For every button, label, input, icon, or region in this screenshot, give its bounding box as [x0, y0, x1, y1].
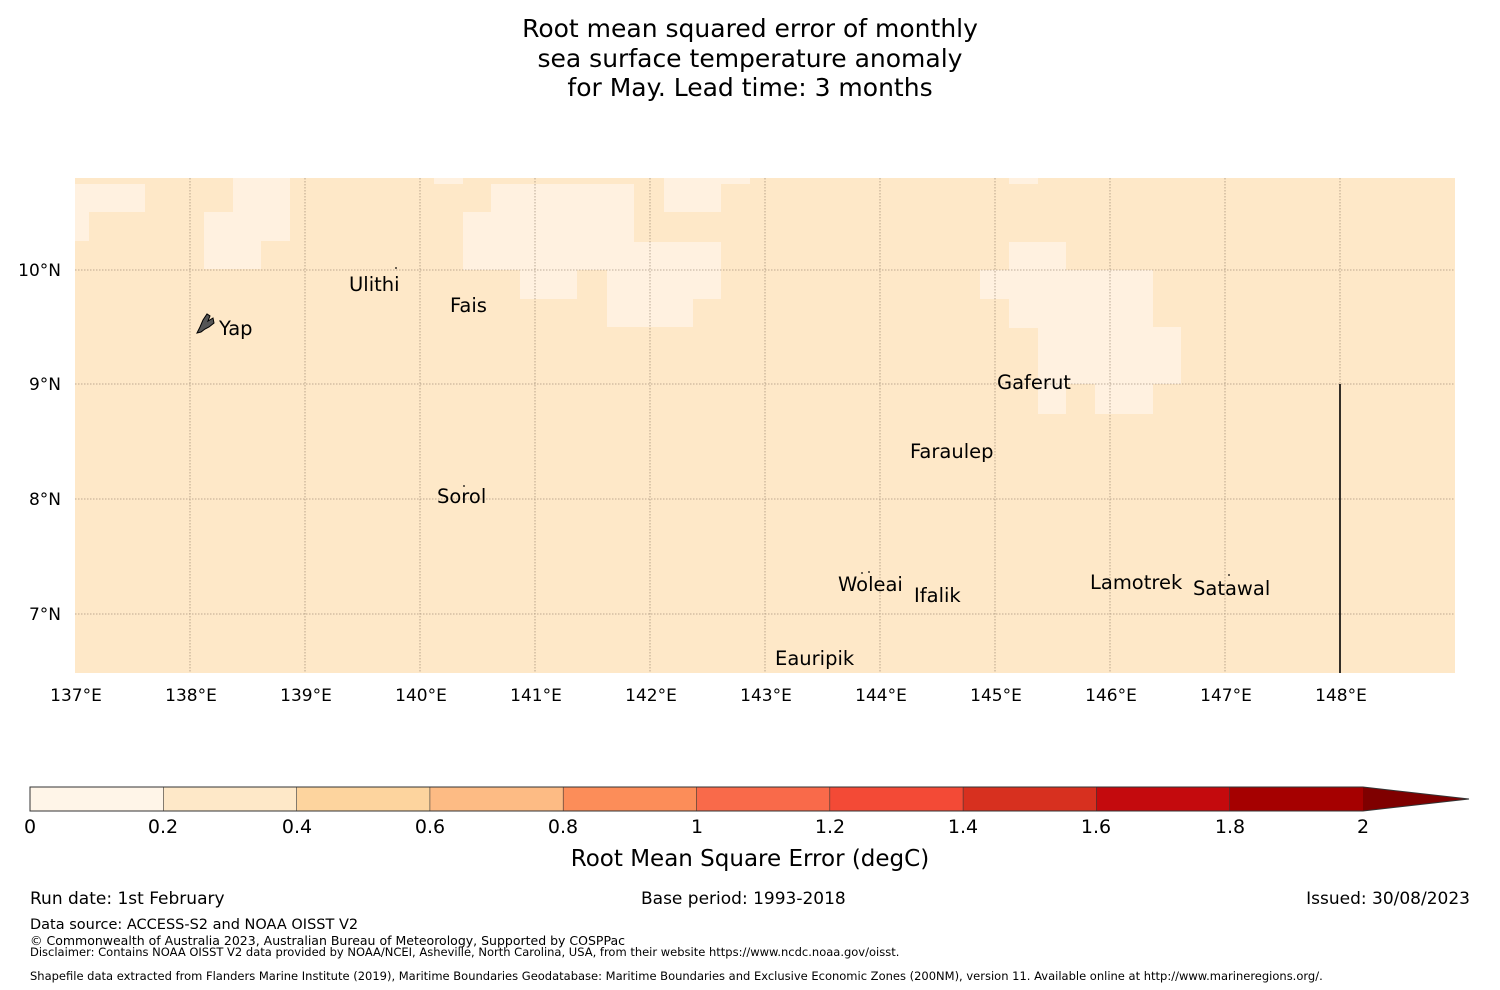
colorbar-dividers	[163, 787, 1230, 811]
low-error-cell	[75, 212, 89, 241]
lat-tick-labels: 10°N 9°N 8°N 7°N	[18, 261, 61, 625]
colorbar-tick-label: 1.8	[1214, 816, 1246, 838]
lon-tick-label: 145°E	[970, 686, 1022, 706]
colorbar-tick-label: 0.4	[281, 816, 313, 838]
colorbar-title: Root Mean Square Error (degC)	[570, 846, 930, 872]
low-error-cell	[434, 178, 463, 184]
low-error-cells	[75, 178, 1181, 414]
lon-tick-label: 143°E	[740, 686, 792, 706]
place-label: Ifalik	[914, 584, 961, 607]
colorbar-swatch	[296, 787, 430, 811]
place-label: Lamotrek	[1090, 571, 1183, 594]
lon-tick-labels: 137°E 138°E 139°E 140°E 141°E 142°E 143°…	[50, 686, 1367, 706]
colorbar-tick-label: 0	[23, 816, 37, 838]
colorbar-outline	[29, 786, 1470, 812]
yap-island-shape	[196, 313, 215, 334]
island-dot	[1228, 574, 1230, 576]
colorbar-tick-label: 1.6	[1080, 816, 1112, 838]
lon-tick-label: 148°E	[1315, 686, 1367, 706]
colorbar-swatch	[1229, 787, 1363, 811]
colorbar-swatch	[963, 787, 1097, 811]
chart-title: Root mean squared error of monthly sea s…	[300, 14, 1200, 103]
colorbar-tick-label: 2	[1356, 816, 1370, 838]
island-dot	[463, 485, 465, 487]
colorbar-swatch	[1096, 787, 1230, 811]
place-label: Faraulep	[910, 440, 994, 463]
colorbar-swatch	[163, 787, 297, 811]
island-dot	[395, 267, 397, 269]
low-error-cell	[75, 184, 145, 212]
place-label: Ulithi	[349, 273, 400, 296]
place-label: Fais	[450, 294, 487, 317]
place-labels: Ulithi Fais Yap Gaferut Faraulep Sorol W…	[218, 273, 1270, 670]
low-error-cell	[980, 270, 1153, 299]
colorbar-swatch	[30, 787, 164, 811]
lon-tick-label: 141°E	[510, 686, 562, 706]
island-markers	[196, 267, 1230, 576]
colorbar-tick-label: 1	[690, 816, 704, 838]
low-error-cell	[1009, 297, 1153, 328]
place-label: Gaferut	[997, 371, 1071, 394]
island-dot	[861, 572, 863, 574]
colorbar-swatch	[563, 787, 697, 811]
place-label: Yap	[218, 317, 253, 340]
title-line-3: for May. Lead time: 3 months	[567, 73, 933, 102]
data-source: Data source: ACCESS-S2 and NOAA OISST V2	[30, 917, 359, 933]
colorbar-extend-arrow	[1363, 787, 1469, 811]
colorbar	[29, 786, 1470, 812]
lon-tick-label: 140°E	[395, 686, 447, 706]
low-error-cell	[1038, 327, 1181, 384]
low-error-cell	[520, 268, 577, 299]
run-date: Run date: 1st February	[30, 889, 225, 909]
low-error-cell	[1009, 242, 1066, 271]
place-label: Woleai	[838, 573, 903, 596]
colorbar-tick-label: 1.4	[947, 816, 979, 838]
colorbar-tick-label: 0.6	[414, 816, 446, 838]
low-error-cell	[607, 242, 721, 299]
lon-tick-label: 147°E	[1200, 686, 1252, 706]
low-error-cell	[1009, 178, 1038, 184]
lon-tick-label: 138°E	[165, 686, 217, 706]
lat-tick-label: 10°N	[18, 261, 61, 281]
low-error-cell	[664, 184, 721, 212]
lon-tick-label: 139°E	[280, 686, 332, 706]
issued-date: Issued: 30/08/2023	[1306, 889, 1470, 909]
colorbar-tick-label: 1.2	[814, 816, 846, 838]
lon-tick-label: 146°E	[1085, 686, 1137, 706]
shapefile-credit: Shapefile data extracted from Flanders M…	[30, 969, 1323, 983]
place-label: Satawal	[1193, 577, 1270, 600]
low-error-cell	[1038, 383, 1066, 414]
colorbar-swatch	[429, 787, 564, 811]
colorbar-swatch	[696, 787, 830, 811]
disclaimer: Disclaimer: Contains NOAA OISST V2 data …	[30, 945, 900, 959]
lat-tick-label: 7°N	[29, 605, 61, 625]
lon-tick-label: 137°E	[50, 686, 102, 706]
low-error-cell	[1095, 383, 1153, 414]
low-error-cell	[204, 212, 261, 269]
colorbar-tick-label: 0.8	[547, 816, 579, 838]
place-label: Sorol	[437, 485, 486, 508]
lon-tick-label: 142°E	[625, 686, 677, 706]
island-dot	[868, 571, 870, 573]
title-line-1: Root mean squared error of monthly	[522, 14, 978, 43]
colorbar-tick-label: 0.2	[147, 816, 179, 838]
lat-tick-label: 9°N	[29, 375, 61, 395]
colorbar-swatch	[829, 787, 964, 811]
copyright-notice: © Commonwealth of Australia 2023, Austra…	[30, 933, 625, 948]
title-line-2: sea surface temperature anomaly	[537, 43, 963, 73]
lat-tick-label: 8°N	[29, 490, 61, 510]
lon-tick-label: 144°E	[855, 686, 907, 706]
low-error-cell	[664, 178, 750, 184]
place-label: Eauripik	[775, 647, 855, 670]
base-period: Base period: 1993-2018	[641, 889, 846, 909]
low-error-cell	[463, 212, 493, 270]
